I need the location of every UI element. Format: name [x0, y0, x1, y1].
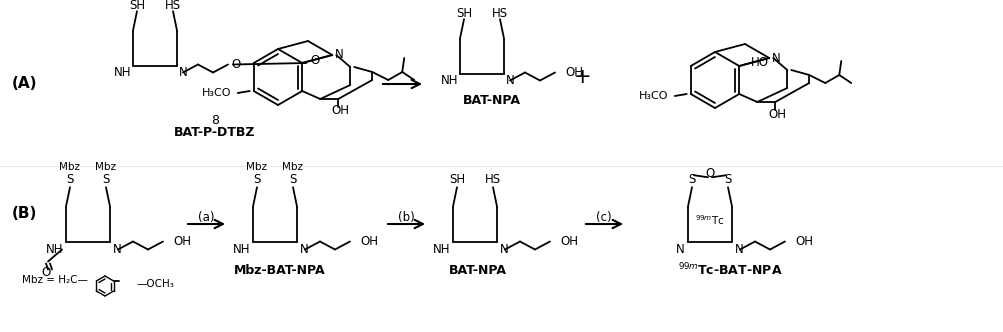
Text: N: N: [771, 51, 780, 64]
Text: NH: NH: [432, 243, 449, 256]
Text: N: N: [113, 243, 121, 256]
Text: BAT-NPA: BAT-NPA: [462, 94, 521, 107]
Text: Mbz: Mbz: [59, 162, 80, 172]
Text: HS: HS: [164, 0, 181, 12]
Text: N: N: [734, 243, 743, 256]
Text: OH: OH: [331, 105, 349, 118]
Text: Mbz-BAT-NPA: Mbz-BAT-NPA: [234, 264, 326, 277]
Text: $^{99m}$Tc: $^{99m}$Tc: [694, 213, 724, 227]
Text: NH: NH: [440, 74, 457, 87]
Text: OH: OH: [794, 235, 812, 248]
Text: HS: HS: [491, 7, 508, 20]
Text: OH: OH: [565, 66, 583, 79]
Text: SH: SH: [455, 7, 471, 20]
Text: H₃CO: H₃CO: [639, 91, 668, 101]
Text: NH: NH: [113, 66, 130, 79]
Text: HS: HS: [484, 173, 500, 186]
Text: (B): (B): [12, 207, 37, 221]
Text: (a): (a): [198, 210, 214, 223]
Text: HO: HO: [750, 55, 768, 68]
Text: 8: 8: [211, 114, 219, 126]
Text: BAT-P-DTBZ: BAT-P-DTBZ: [175, 125, 256, 138]
Text: N: N: [499, 243, 509, 256]
Text: SH: SH: [128, 0, 144, 12]
Text: O: O: [705, 167, 714, 180]
Text: S: S: [253, 173, 261, 186]
Text: S: S: [66, 173, 73, 186]
Text: O: O: [41, 266, 50, 279]
Text: $^{99m}$Tc-BAT-NPA: $^{99m}$Tc-BAT-NPA: [677, 262, 781, 278]
Text: Mbz = H₂C—: Mbz = H₂C—: [22, 275, 88, 285]
Text: S: S: [102, 173, 109, 186]
Text: Mbz: Mbz: [95, 162, 116, 172]
Text: OH: OH: [360, 235, 377, 248]
Text: O: O: [231, 58, 241, 71]
Text: Mbz: Mbz: [282, 162, 303, 172]
Text: OH: OH: [173, 235, 191, 248]
Text: Mbz: Mbz: [247, 162, 267, 172]
Text: O: O: [310, 54, 319, 67]
Text: N: N: [335, 48, 343, 61]
Text: —OCH₃: —OCH₃: [136, 279, 175, 289]
Text: (A): (A): [12, 76, 37, 92]
Text: OH: OH: [767, 108, 785, 121]
Text: +: +: [574, 67, 591, 87]
Text: NH: NH: [45, 243, 63, 256]
Text: N: N: [676, 243, 684, 256]
Text: (c): (c): [596, 210, 611, 223]
Text: H₃CO: H₃CO: [202, 88, 232, 98]
Text: (b): (b): [397, 210, 414, 223]
Text: N: N: [300, 243, 309, 256]
Text: NH: NH: [233, 243, 250, 256]
Text: S: S: [289, 173, 297, 186]
Text: BAT-NPA: BAT-NPA: [448, 264, 507, 277]
Text: SH: SH: [448, 173, 464, 186]
Text: S: S: [723, 173, 731, 186]
Text: N: N: [506, 74, 515, 87]
Text: S: S: [688, 173, 695, 186]
Text: N: N: [179, 66, 188, 79]
Text: OH: OH: [560, 235, 578, 248]
